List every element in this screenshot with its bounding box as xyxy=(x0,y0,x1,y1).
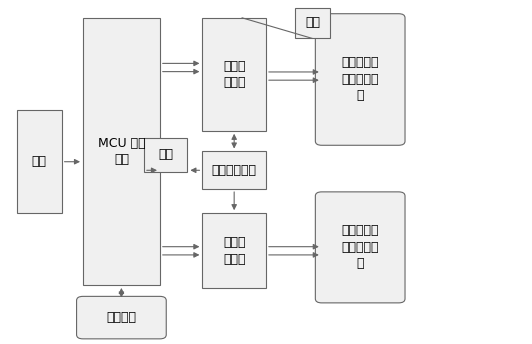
Text: 反馈: 反馈 xyxy=(158,148,173,161)
FancyBboxPatch shape xyxy=(202,151,266,189)
Text: 总阀: 总阀 xyxy=(305,17,320,30)
Text: 通信模块: 通信模块 xyxy=(106,311,136,324)
FancyBboxPatch shape xyxy=(144,138,187,172)
FancyBboxPatch shape xyxy=(16,110,62,213)
FancyBboxPatch shape xyxy=(77,297,166,339)
FancyBboxPatch shape xyxy=(295,8,330,39)
Text: 厨房等夜间
非必需水管
网: 厨房等夜间 非必需水管 网 xyxy=(342,224,379,270)
FancyBboxPatch shape xyxy=(202,213,266,289)
Text: 数控电
磁支阀: 数控电 磁支阀 xyxy=(223,236,245,266)
Text: 流量监测模块: 流量监测模块 xyxy=(212,164,256,177)
FancyBboxPatch shape xyxy=(315,192,405,303)
FancyBboxPatch shape xyxy=(83,18,160,285)
FancyBboxPatch shape xyxy=(315,14,405,145)
Text: 厕所等夜间
必需用水管
网: 厕所等夜间 必需用水管 网 xyxy=(342,56,379,103)
Text: 电源: 电源 xyxy=(32,155,47,168)
Text: 数控电
磁阀门: 数控电 磁阀门 xyxy=(223,60,245,89)
FancyBboxPatch shape xyxy=(202,18,266,131)
Text: MCU 控制
终端: MCU 控制 终端 xyxy=(97,137,145,166)
